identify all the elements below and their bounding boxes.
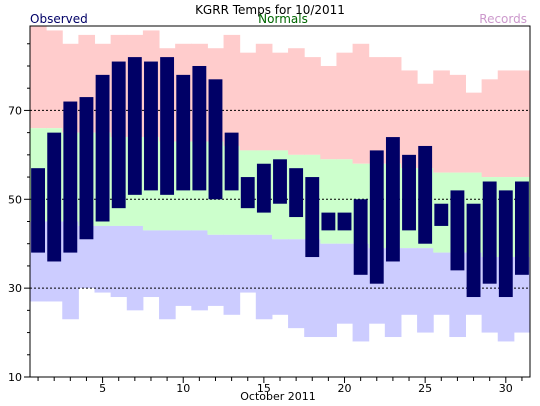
- observed-bar: [353, 199, 368, 275]
- record-low-band: [384, 248, 402, 338]
- x-tick-label: 10: [176, 382, 190, 395]
- record-high-band: [465, 92, 483, 173]
- legend-observed: Observed: [30, 12, 88, 26]
- record-high-band: [304, 57, 321, 155]
- record-low-band: [159, 230, 176, 320]
- observed-bar: [208, 79, 223, 200]
- record-low-band: [94, 225, 112, 293]
- record-high-band: [336, 52, 354, 160]
- record-high-band: [497, 70, 515, 178]
- record-low-band: [142, 230, 160, 298]
- record-low-band: [239, 234, 257, 293]
- y-tick-label: 10: [8, 371, 22, 384]
- record-low-band: [433, 252, 450, 315]
- legend-normals: Normals: [258, 12, 308, 26]
- record-low-band: [110, 225, 128, 298]
- record-low-band: [417, 248, 434, 333]
- observed-bar: [321, 212, 336, 231]
- observed-bar: [256, 163, 271, 213]
- record-low-band: [255, 234, 273, 320]
- observed-bar: [498, 190, 513, 298]
- observed-bar: [31, 168, 45, 253]
- record-low-band: [449, 252, 466, 338]
- record-low-band: [271, 239, 289, 315]
- observed-bar: [144, 61, 158, 191]
- observed-bar: [224, 132, 239, 191]
- chart-title: KGRR Temps for 10/2011: [195, 3, 345, 17]
- legend-records: Records: [479, 12, 527, 26]
- observed-bar: [337, 212, 352, 231]
- normal-band: [336, 159, 354, 244]
- observed-bar: [47, 132, 62, 262]
- record-high-band: [513, 70, 531, 178]
- observed-bar: [402, 154, 416, 231]
- y-tick-label: 70: [8, 104, 22, 117]
- x-tick-label: 5: [99, 382, 106, 395]
- record-high-band: [223, 34, 241, 146]
- record-high-band: [255, 43, 273, 151]
- observed-bar: [63, 101, 78, 253]
- observed-bar: [450, 190, 465, 271]
- x-tick-label: 15: [257, 382, 271, 395]
- normal-band: [320, 159, 337, 244]
- observed-bar: [482, 181, 497, 284]
- record-low-band: [207, 234, 225, 306]
- record-high-band: [239, 52, 257, 151]
- observed-bar: [289, 168, 304, 218]
- record-low-band: [175, 230, 192, 306]
- x-tick-label: 25: [418, 382, 432, 395]
- record-high-band: [433, 70, 450, 173]
- plot-area: 5 10 15 20 25 30 10 30 50 70: [8, 25, 531, 395]
- record-low-band: [78, 225, 96, 289]
- record-low-band: [513, 257, 531, 333]
- observed-bar: [127, 57, 142, 195]
- record-low-band: [191, 230, 208, 311]
- record-low-band: [304, 239, 321, 338]
- observed-bar: [240, 177, 255, 209]
- x-tick-label: 30: [499, 382, 513, 395]
- observed-bar: [192, 65, 207, 191]
- observed-bar: [111, 61, 126, 209]
- record-high-band: [449, 74, 466, 173]
- record-low-band: [320, 243, 337, 338]
- observed-bar: [515, 181, 529, 275]
- observed-bar: [160, 57, 175, 195]
- observed-bar: [79, 97, 94, 240]
- record-high-band: [271, 52, 289, 151]
- record-high-band: [368, 57, 386, 164]
- record-high-band: [288, 48, 305, 155]
- observed-bar: [466, 203, 481, 298]
- record-high-band: [46, 30, 63, 129]
- observed-bar: [273, 159, 287, 204]
- record-low-band: [223, 234, 241, 315]
- observed-bar: [95, 74, 110, 222]
- record-low-band: [126, 225, 144, 311]
- record-low-band: [400, 248, 418, 315]
- record-high-band: [352, 43, 370, 164]
- observed-bar: [385, 137, 400, 262]
- observed-bar: [305, 177, 320, 258]
- record-low-band: [336, 243, 354, 324]
- y-tick-label: 50: [8, 193, 22, 206]
- x-tick-label: 20: [338, 382, 352, 395]
- y-tick-label: 30: [8, 282, 22, 295]
- record-high-band: [320, 65, 337, 160]
- observed-bar: [434, 203, 449, 226]
- record-high-band: [30, 26, 47, 129]
- record-high-band: [400, 70, 418, 169]
- record-low-band: [288, 239, 305, 329]
- record-high-band: [481, 79, 499, 178]
- x-axis-label: October 2011: [240, 390, 316, 403]
- observed-bar: [369, 150, 384, 284]
- observed-bar: [176, 74, 191, 191]
- observed-bar: [418, 145, 433, 244]
